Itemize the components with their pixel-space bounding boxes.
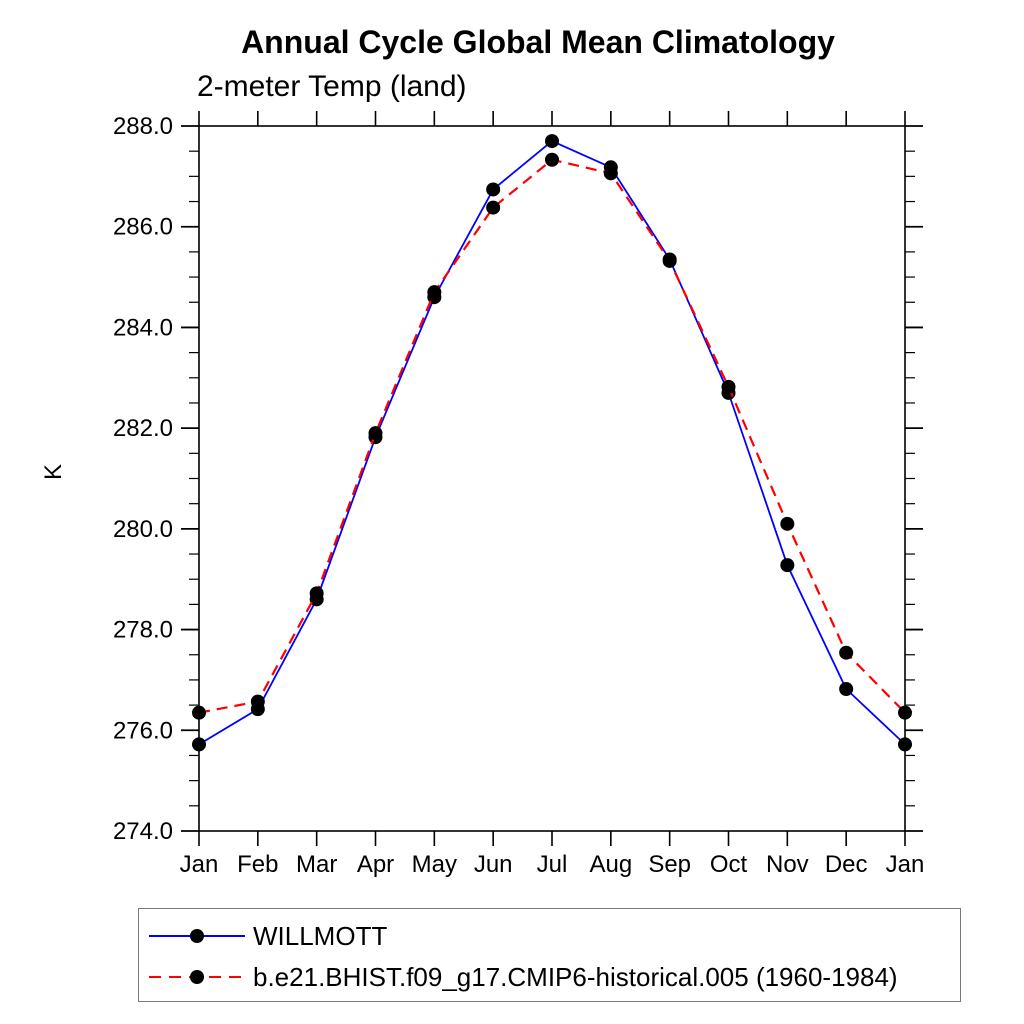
x-axis-tick-label: Sep xyxy=(648,851,691,878)
x-axis-tick-label: Jun xyxy=(474,851,513,878)
data-point-marker xyxy=(780,516,795,531)
y-axis-tick-label: 286.0 xyxy=(113,214,173,241)
data-point-marker xyxy=(603,166,618,181)
data-point-marker xyxy=(662,253,677,268)
data-point-marker xyxy=(839,645,854,660)
y-axis-tick-label: 274.0 xyxy=(113,818,173,845)
legend-marker-willmott xyxy=(190,929,204,943)
legend-line-sample-willmott xyxy=(149,929,245,943)
data-point-marker xyxy=(192,737,206,752)
data-point-marker xyxy=(839,681,854,696)
data-point-marker xyxy=(780,558,795,573)
data-point-marker xyxy=(486,182,501,197)
legend-line-sample-model xyxy=(149,970,245,984)
data-point-marker xyxy=(250,694,265,709)
data-point-marker xyxy=(721,379,736,394)
y-axis-tick-label: 288.0 xyxy=(113,113,173,140)
x-axis-tick-label: Feb xyxy=(237,851,278,878)
series-line-willmott xyxy=(198,140,906,746)
y-axis-tick-label: 276.0 xyxy=(113,717,173,744)
data-point-marker xyxy=(545,152,559,167)
y-axis-tick-label: 282.0 xyxy=(113,415,173,442)
legend-entry-model: b.e21.BHIST.f09_g17.CMIP6-historical.005… xyxy=(147,962,898,992)
data-point-marker xyxy=(309,586,324,601)
axis-frame xyxy=(198,125,906,832)
legend-label-willmott: WILLMOTT xyxy=(253,920,388,951)
x-axis-tick-label: Jul xyxy=(537,851,568,878)
legend-label-model: b.e21.BHIST.f09_g17.CMIP6-historical.005… xyxy=(253,961,898,992)
x-axis-tick-label: Oct xyxy=(710,851,748,878)
data-point-marker xyxy=(427,285,442,300)
x-axis-tick-label: Jan xyxy=(886,851,925,878)
data-point-marker xyxy=(545,134,559,149)
chart-subtitle: 2-meter Temp (land) xyxy=(197,70,467,103)
x-axis-tick-label: Mar xyxy=(296,851,337,878)
legend-marker-model xyxy=(190,970,204,984)
series-line-model xyxy=(198,158,906,714)
y-axis-tick-label: 280.0 xyxy=(113,516,173,543)
data-point-marker xyxy=(368,426,383,441)
y-axis-tick-label: 278.0 xyxy=(113,617,173,644)
x-axis-tick-label: Nov xyxy=(766,851,809,878)
x-axis-tick-label: Dec xyxy=(825,851,868,878)
x-axis-tick-label: Apr xyxy=(357,851,394,878)
x-axis-tick-label: Aug xyxy=(589,851,632,878)
x-axis-tick-label: May xyxy=(412,851,457,878)
legend-entry-willmott: WILLMOTT xyxy=(147,921,387,951)
data-point-marker xyxy=(486,200,501,215)
chart-title: Annual Cycle Global Mean Climatology xyxy=(241,24,835,60)
data-point-marker xyxy=(898,737,912,752)
legend: WILLMOTT b.e21.BHIST.f09_g17.CMIP6-histo… xyxy=(138,908,961,1002)
data-point-marker xyxy=(898,705,912,720)
y-axis-tick-label: 284.0 xyxy=(113,314,173,341)
x-axis-tick-label: Jan xyxy=(180,851,219,878)
data-point-marker xyxy=(192,705,206,720)
